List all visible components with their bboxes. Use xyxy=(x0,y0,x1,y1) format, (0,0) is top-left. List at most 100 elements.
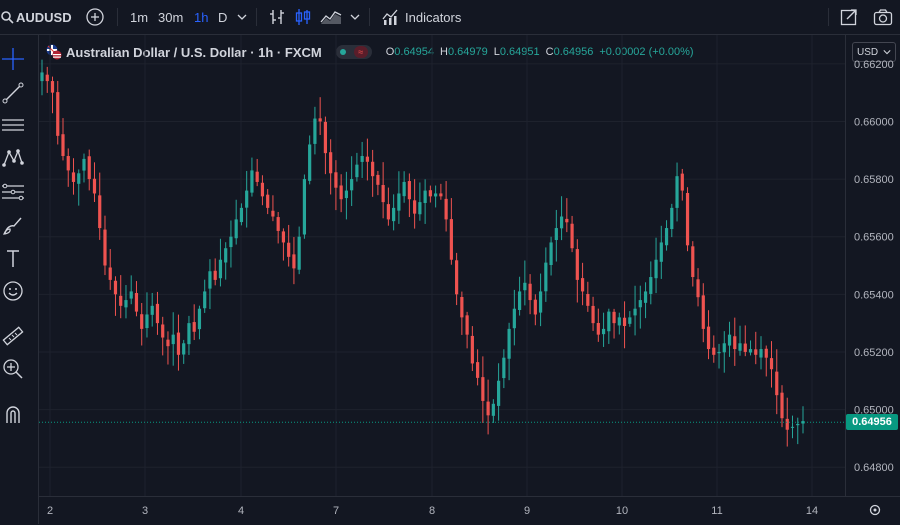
high-value: 0.64979 xyxy=(447,46,488,58)
candle xyxy=(45,66,49,93)
fib-retracement-tool[interactable] xyxy=(0,179,26,205)
candle xyxy=(245,170,249,228)
candle xyxy=(538,273,543,327)
candle xyxy=(182,339,186,364)
candle xyxy=(617,312,621,335)
candle xyxy=(612,308,616,339)
market-open-dot xyxy=(339,49,346,55)
candle xyxy=(318,97,322,135)
x-tick-label: 2 xyxy=(47,505,53,517)
candle xyxy=(155,291,160,335)
fib-retracement-icon xyxy=(2,183,24,201)
y-tick-label: 0.65400 xyxy=(854,289,894,301)
candle xyxy=(77,169,81,206)
candle xyxy=(365,138,369,181)
trend-line-tool[interactable] xyxy=(0,80,26,106)
y-tick-label: 0.65200 xyxy=(854,347,894,359)
candle xyxy=(145,292,149,338)
candle xyxy=(197,305,202,340)
candle xyxy=(512,289,516,346)
candle xyxy=(418,182,422,221)
brush-tool[interactable] xyxy=(0,212,26,238)
candle xyxy=(355,152,359,182)
measure-tool[interactable] xyxy=(0,323,26,349)
candle xyxy=(140,303,144,346)
candle xyxy=(292,237,296,285)
fullscreen-button[interactable] xyxy=(840,0,858,34)
candle xyxy=(250,157,254,197)
crosshair-tool[interactable] xyxy=(0,46,26,72)
candle xyxy=(575,239,579,303)
candle xyxy=(397,171,401,224)
timeframe-30m[interactable]: 30m xyxy=(158,9,184,25)
compare-button[interactable] xyxy=(86,0,104,34)
price-axis[interactable]: 0.66200 0.66000 0.65800 0.65600 0.65400 0.652… xyxy=(845,35,900,496)
candle xyxy=(423,179,427,224)
search-icon xyxy=(1,11,14,24)
candle xyxy=(649,261,653,305)
bar-chart-type-button[interactable] xyxy=(268,0,286,34)
candle xyxy=(591,296,595,331)
indicators-button[interactable]: Indicators xyxy=(382,0,461,34)
candle xyxy=(785,397,789,447)
magnet-icon xyxy=(6,406,20,423)
candles-chart-type-button[interactable] xyxy=(294,0,312,34)
candle xyxy=(271,195,275,222)
candle xyxy=(239,203,244,226)
x-tick-label: 3 xyxy=(142,505,148,517)
text-tool[interactable] xyxy=(0,246,26,272)
candle xyxy=(733,317,737,366)
candle xyxy=(717,343,721,369)
icon-tool[interactable] xyxy=(0,278,26,304)
candle xyxy=(748,340,753,356)
external-window-icon xyxy=(840,9,857,26)
candle xyxy=(276,211,280,244)
candle xyxy=(302,174,307,239)
candle xyxy=(722,331,726,373)
timeframe-1m[interactable]: 1m xyxy=(130,9,149,25)
pattern-tool[interactable] xyxy=(0,145,26,171)
screenshot-button[interactable] xyxy=(873,0,893,34)
candle xyxy=(56,80,60,145)
pattern-icon xyxy=(2,149,24,167)
price-chart[interactable] xyxy=(39,35,845,496)
toolbar-separator xyxy=(117,8,118,26)
y-tick-label: 0.66200 xyxy=(854,59,894,71)
gear-icon[interactable] xyxy=(869,504,881,516)
zoom-tool[interactable] xyxy=(0,356,26,382)
candle xyxy=(66,148,70,187)
y-tick-label: 0.65800 xyxy=(854,174,894,186)
timeframe-dropdown[interactable] xyxy=(237,0,247,34)
flag-icon xyxy=(46,44,62,60)
candle xyxy=(691,241,695,287)
candle xyxy=(754,331,758,365)
candle xyxy=(759,336,763,370)
horizontal-lines-tool[interactable] xyxy=(0,112,26,138)
candle xyxy=(313,106,317,155)
magnet-tool[interactable] xyxy=(0,401,26,427)
candle xyxy=(596,308,600,342)
candle xyxy=(439,183,443,200)
chart-type-dropdown[interactable] xyxy=(350,0,360,34)
candle xyxy=(297,226,301,275)
candle xyxy=(71,158,76,195)
open-label: O xyxy=(385,46,395,58)
candle xyxy=(61,118,65,161)
market-status-badge[interactable]: ≈ xyxy=(335,45,372,59)
candle xyxy=(161,316,165,356)
smiley-icon xyxy=(3,281,23,301)
candle xyxy=(481,356,485,423)
timeframe-d[interactable]: D xyxy=(218,9,228,25)
timeframe-1h[interactable]: 1h xyxy=(194,9,209,25)
candle xyxy=(675,162,679,222)
time-axis[interactable]: 2 3 4 7 8 9 10 11 14 xyxy=(39,496,900,525)
candle xyxy=(565,198,569,233)
area-chart-type-button[interactable] xyxy=(320,0,342,34)
candle xyxy=(638,285,642,329)
currency-select[interactable]: USD xyxy=(852,42,896,62)
symbol-search[interactable]: AUDUSD xyxy=(0,0,72,34)
candle xyxy=(428,185,432,203)
candle xyxy=(360,141,364,178)
close-value: 0.64956 xyxy=(553,46,594,58)
instrument-title[interactable]: Australian Dollar / U.S. Dollar · 1h · F… xyxy=(66,44,322,60)
